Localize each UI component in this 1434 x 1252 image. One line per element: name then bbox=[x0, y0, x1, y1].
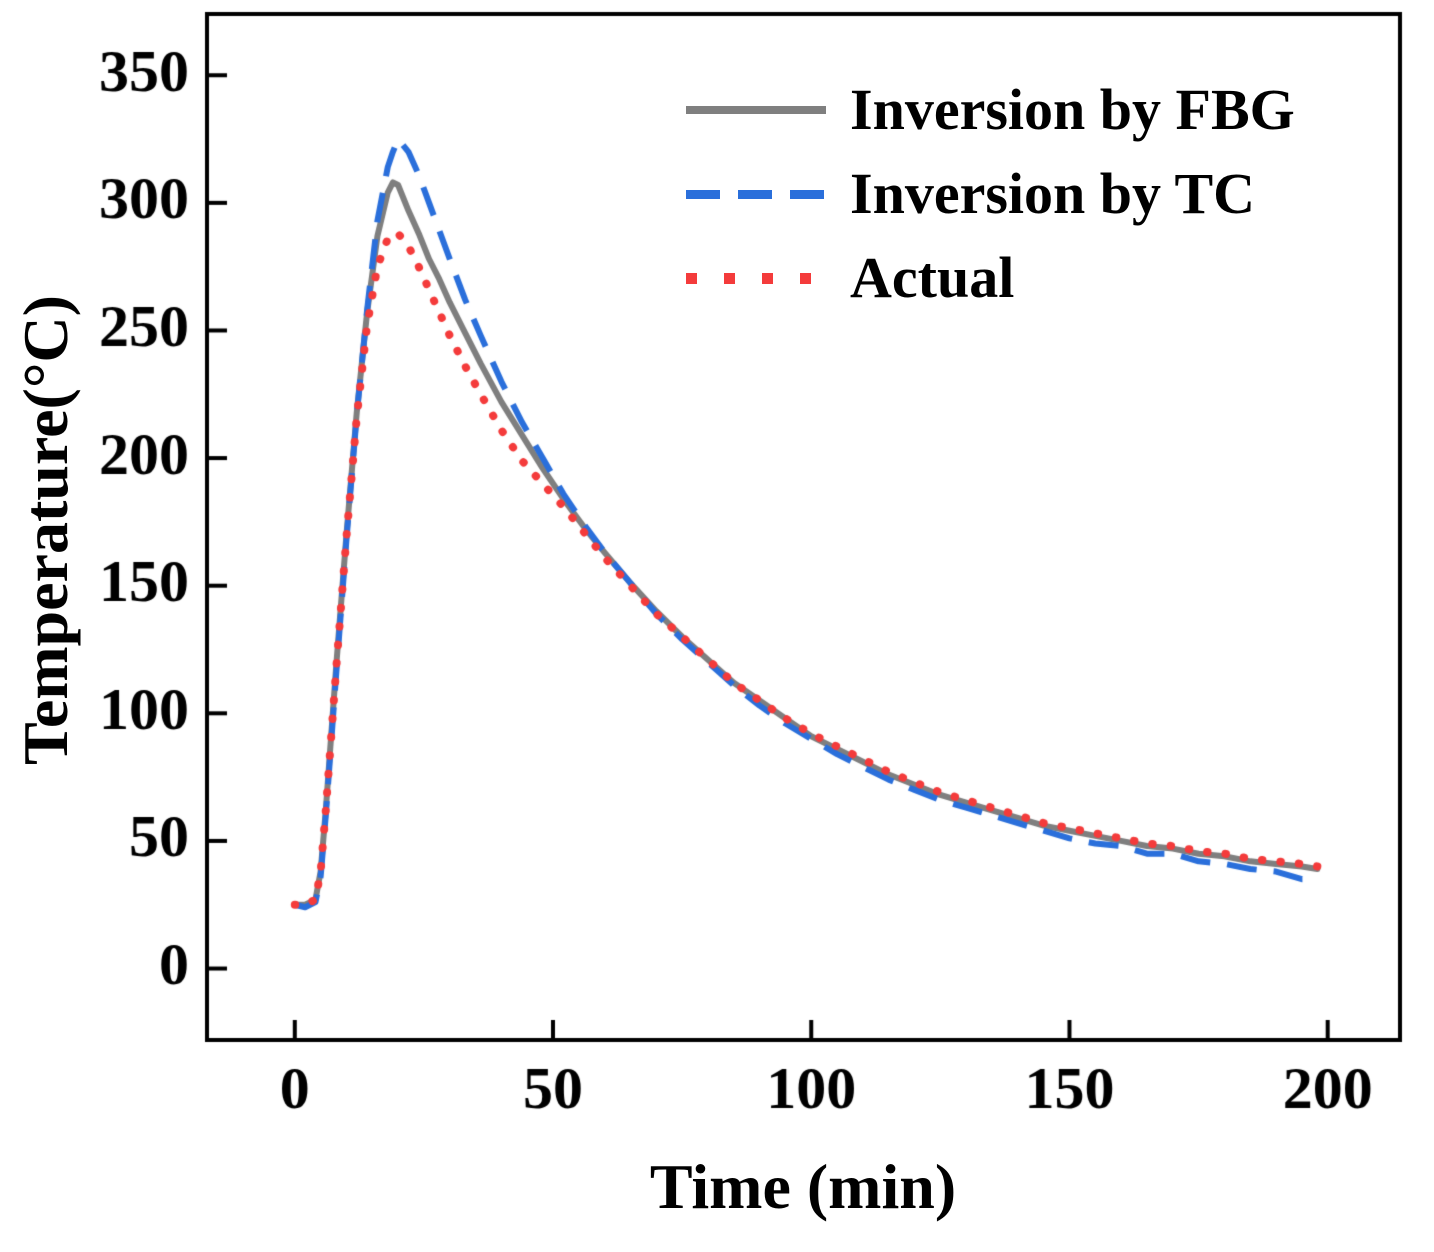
legend-item-actual: Actual bbox=[686, 236, 1295, 320]
x-axis-label: Time (min) bbox=[649, 1151, 957, 1222]
legend-line-swatch-actual bbox=[686, 272, 826, 284]
legend-label-tc: Inversion by TC bbox=[850, 161, 1256, 226]
legend-line-swatch-tc bbox=[686, 189, 826, 199]
legend: Inversion by FBG Inversion by TC Actual bbox=[686, 68, 1295, 320]
legend-label-fbg: Inversion by FBG bbox=[850, 77, 1295, 142]
legend-item-fbg: Inversion by FBG bbox=[686, 68, 1295, 152]
legend-label-actual: Actual bbox=[850, 245, 1015, 310]
legend-line-swatch-fbg bbox=[686, 106, 826, 114]
y-axis-label: Temperature(°C) bbox=[10, 295, 81, 765]
legend-item-tc: Inversion by TC bbox=[686, 152, 1295, 236]
